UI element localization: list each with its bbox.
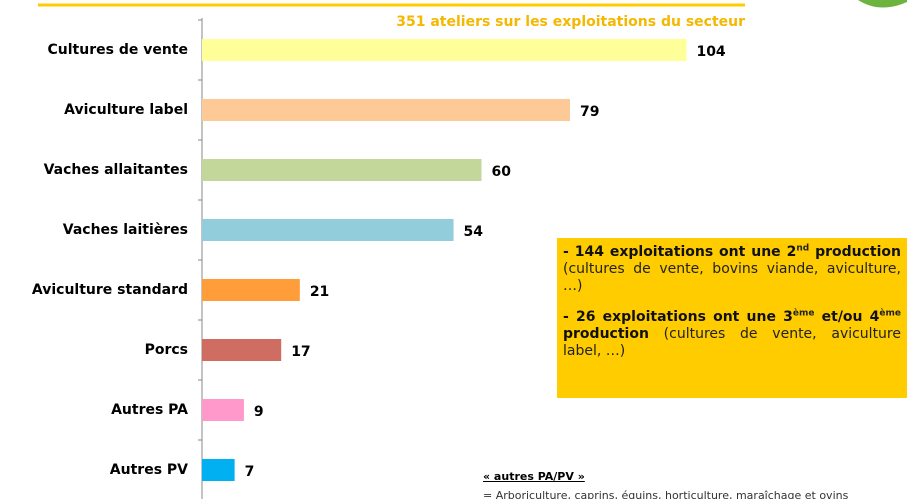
- data-label: 79: [580, 104, 599, 120]
- bar: [202, 99, 571, 121]
- text: - 144 exploitations ont une 2: [563, 244, 797, 260]
- y-tick-label: Porcs: [145, 342, 188, 358]
- y-tick-label: Vaches laitières: [63, 222, 188, 238]
- logo: [858, 0, 907, 8]
- y-tick-label: Aviculture label: [64, 102, 188, 118]
- data-label: 54: [464, 224, 484, 240]
- y-tick-label: Vaches allaitantes: [44, 162, 188, 178]
- bar: [202, 399, 244, 421]
- y-tick-label: Autres PA: [111, 402, 188, 418]
- bar: [202, 339, 282, 361]
- text: ème: [792, 308, 815, 319]
- chart-subtitle: 351 ateliers sur les exploitations du se…: [396, 14, 745, 30]
- data-label: 9: [254, 404, 264, 420]
- y-tick-label: Autres PV: [110, 462, 188, 478]
- text: (cultures de vente, aviculture label, …): [563, 326, 901, 359]
- text: production: [563, 326, 649, 342]
- data-label: 21: [310, 284, 329, 300]
- bar: [202, 159, 482, 181]
- footnote-text: = Arboriculture, caprins, équins, hortic…: [483, 489, 849, 499]
- data-label: 7: [245, 464, 255, 480]
- text: ème: [879, 308, 902, 319]
- bar: [202, 459, 235, 481]
- text: et/ou 4: [814, 309, 880, 325]
- bar: [202, 279, 300, 301]
- data-label: 104: [696, 44, 725, 60]
- y-tick-label: Aviculture standard: [32, 282, 188, 298]
- annotation-1: - 144 exploitations ont une 2nd producti…: [563, 244, 901, 295]
- y-tick-label: Cultures de vente: [48, 42, 188, 58]
- bar: [202, 39, 687, 61]
- data-label: 60: [492, 164, 512, 180]
- footnote-title: « autres PA/PV »: [483, 470, 585, 483]
- bar: [202, 219, 454, 241]
- annotation-box: - 144 exploitations ont une 2nd producti…: [557, 238, 907, 398]
- data-label: 17: [291, 344, 310, 360]
- text: production: [809, 244, 901, 260]
- text: nd: [796, 243, 810, 254]
- text: - 26 exploitations ont une 3: [563, 309, 793, 325]
- text: (cultures de vente, bovins viande, avicu…: [563, 261, 901, 294]
- annotation-2: - 26 exploitations ont une 3ème et/ou 4è…: [563, 309, 901, 360]
